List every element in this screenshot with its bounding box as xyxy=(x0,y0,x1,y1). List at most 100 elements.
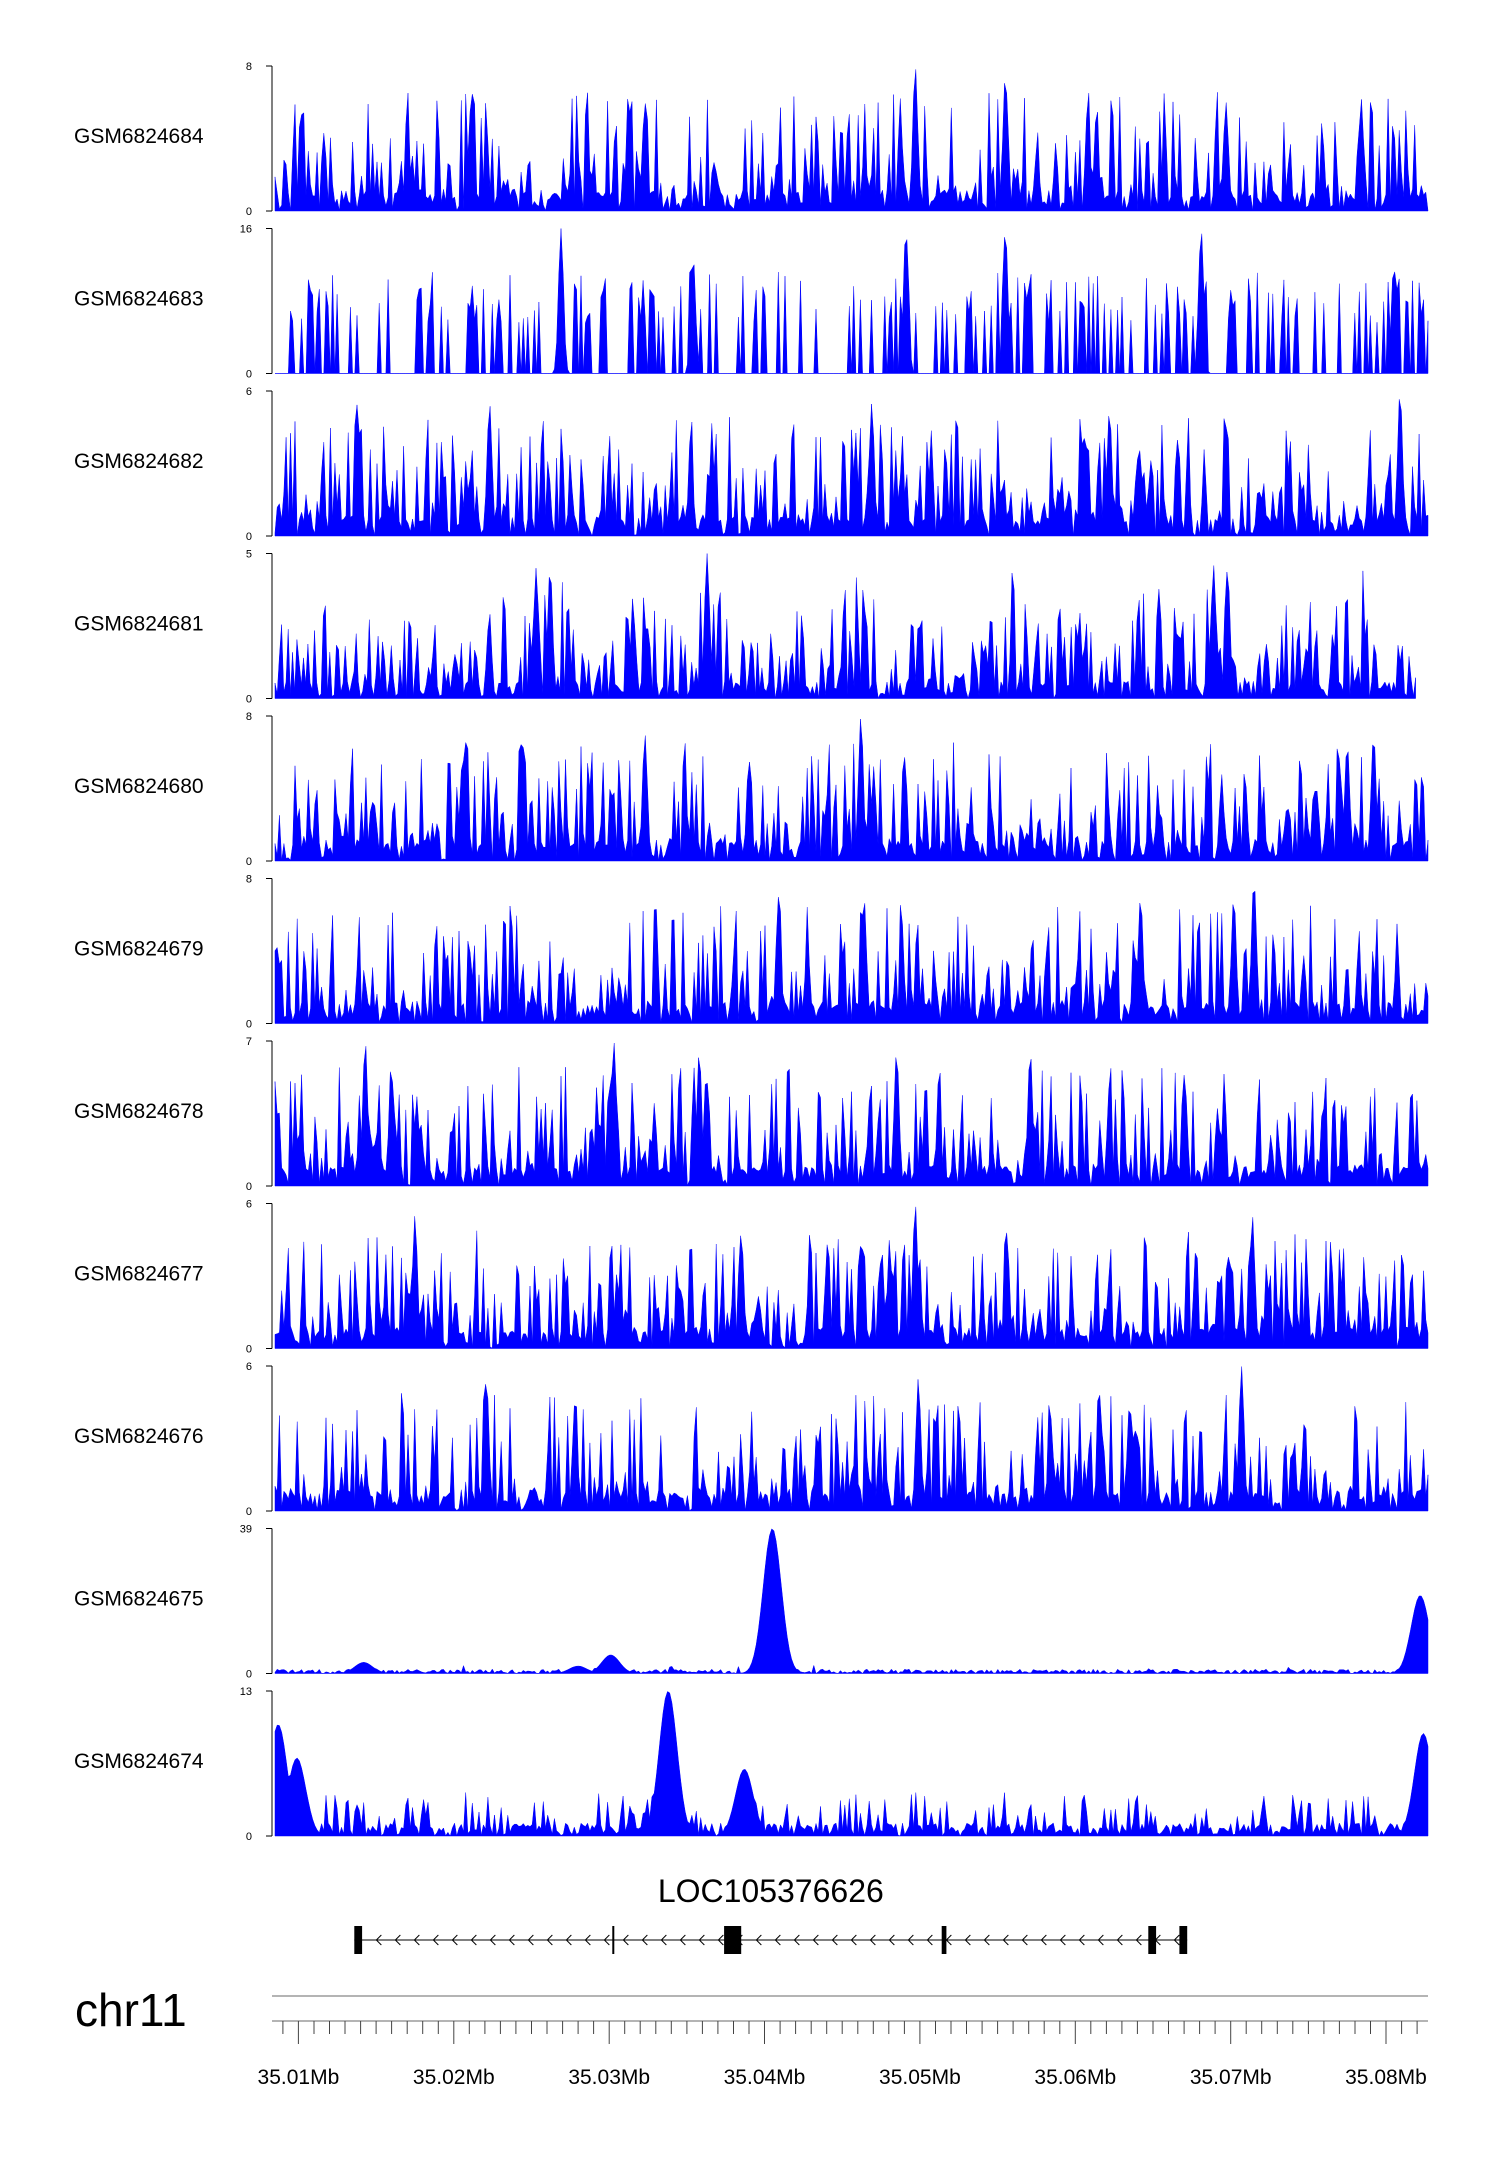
gene-exon xyxy=(354,1926,363,1954)
strand-arrow xyxy=(831,1934,838,1946)
track-GSM6824674: GSM6824674 13 0 xyxy=(74,1686,1429,1843)
track-label: GSM6824680 xyxy=(74,775,204,798)
gene-label: LOC105376626 xyxy=(658,1873,884,1909)
chromosome-label: chr11 xyxy=(75,1984,187,2036)
track-label: GSM6824678 xyxy=(74,1100,204,1123)
x-tick-label: 35.08Mb xyxy=(1345,2066,1427,2089)
strand-arrow xyxy=(793,1934,800,1946)
track-label: GSM6824677 xyxy=(74,1263,204,1286)
y-min-label: 0 xyxy=(246,694,252,706)
strand-arrow xyxy=(508,1934,515,1946)
strand-arrow xyxy=(1173,1934,1180,1946)
gene-exon xyxy=(941,1926,947,1954)
track-GSM6824684: GSM6824684 8 0 xyxy=(74,61,1429,218)
y-min-label: 0 xyxy=(246,1669,252,1681)
track-label: GSM6824683 xyxy=(74,288,204,311)
y-max-label: 39 xyxy=(240,1524,252,1536)
strand-arrow xyxy=(375,1934,382,1946)
y-min-label: 0 xyxy=(246,1019,252,1031)
strand-arrow xyxy=(1059,1934,1066,1946)
track-label: GSM6824681 xyxy=(74,613,204,636)
y-min-label: 0 xyxy=(246,1831,252,1843)
x-tick-label: 35.05Mb xyxy=(879,2066,961,2089)
y-max-label: 8 xyxy=(246,874,252,886)
gene-annotation-track: LOC105376626 xyxy=(354,1873,1188,1954)
strand-arrow xyxy=(603,1934,610,1946)
coverage-area xyxy=(274,69,1429,212)
strand-arrow xyxy=(489,1934,496,1946)
gene-exon xyxy=(1179,1926,1188,1954)
coverage-area xyxy=(274,1206,1429,1349)
strand-arrow xyxy=(1021,1934,1028,1946)
x-tick-label: 35.06Mb xyxy=(1034,2066,1116,2089)
y-min-label: 0 xyxy=(246,1181,252,1193)
coverage-tracks: GSM682468480GSM6824683160GSM682468260GSM… xyxy=(74,61,1429,1843)
strand-arrow xyxy=(1116,1934,1123,1946)
strand-arrow xyxy=(660,1934,667,1946)
strand-arrow xyxy=(983,1934,990,1946)
chromosome-axis: chr11 35.01Mb 35.02Mb 35.03Mb 35.04Mb 35.05M… xyxy=(75,1984,1428,2089)
track-GSM6824682: GSM6824682 6 0 xyxy=(74,386,1429,543)
strand-arrow xyxy=(432,1934,439,1946)
strand-arrow xyxy=(546,1934,553,1946)
y-max-label: 16 xyxy=(240,224,252,236)
x-tick-label: 35.01Mb xyxy=(258,2066,340,2089)
y-min-label: 0 xyxy=(246,1506,252,1518)
strand-arrow xyxy=(1078,1934,1085,1946)
strand-arrow xyxy=(1002,1934,1009,1946)
y-min-label: 0 xyxy=(246,206,252,218)
x-tick-label: 35.03Mb xyxy=(568,2066,650,2089)
track-label: GSM6824682 xyxy=(74,450,204,473)
track-GSM6824680: GSM6824680 8 0 xyxy=(74,711,1429,868)
strand-arrow xyxy=(717,1934,724,1946)
y-max-label: 6 xyxy=(246,1361,252,1373)
strand-arrow xyxy=(470,1934,477,1946)
strand-arrow xyxy=(679,1934,686,1946)
coverage-area xyxy=(274,718,1429,862)
track-GSM6824675: GSM6824675 39 0 xyxy=(74,1524,1429,1681)
track-label: GSM6824679 xyxy=(74,938,204,961)
track-label: GSM6824684 xyxy=(74,125,204,148)
strand-arrow xyxy=(755,1934,762,1946)
strand-arrow xyxy=(698,1934,705,1946)
y-max-label: 13 xyxy=(240,1686,252,1698)
y-min-label: 0 xyxy=(246,1344,252,1356)
y-max-label: 7 xyxy=(246,1036,252,1048)
y-max-label: 8 xyxy=(246,711,252,723)
strand-arrow xyxy=(907,1934,914,1946)
track-label: GSM6824676 xyxy=(74,1425,204,1448)
y-min-label: 0 xyxy=(246,531,252,543)
track-GSM6824681: GSM6824681 5 0 xyxy=(74,549,1416,706)
y-max-label: 5 xyxy=(246,549,252,561)
coverage-area xyxy=(274,1691,1429,1837)
strand-arrow xyxy=(869,1934,876,1946)
strand-arrow xyxy=(964,1934,971,1946)
coverage-area xyxy=(274,1042,1429,1187)
strand-arrow xyxy=(527,1934,534,1946)
y-max-label: 8 xyxy=(246,61,252,73)
track-GSM6824677: GSM6824677 6 0 xyxy=(74,1199,1429,1356)
strand-arrow xyxy=(413,1934,420,1946)
strand-arrow xyxy=(1135,1934,1142,1946)
x-tick-label: 35.07Mb xyxy=(1190,2066,1272,2089)
track-label: GSM6824675 xyxy=(74,1588,204,1611)
strand-arrow xyxy=(850,1934,857,1946)
track-label: GSM6824674 xyxy=(74,1750,204,1773)
axis-ticks: 35.01Mb 35.02Mb 35.03Mb 35.04Mb 35.05Mb 35.06… xyxy=(258,2021,1427,2089)
strand-arrow xyxy=(1097,1934,1104,1946)
x-tick-label: 35.04Mb xyxy=(724,2066,806,2089)
strand-arrow xyxy=(394,1934,401,1946)
y-min-label: 0 xyxy=(246,369,252,381)
track-GSM6824679: GSM6824679 8 0 xyxy=(74,874,1429,1031)
strand-arrow xyxy=(812,1934,819,1946)
coverage-area xyxy=(274,890,1429,1024)
coverage-area xyxy=(274,1366,1429,1512)
strand-arrow xyxy=(565,1934,572,1946)
strand-arrow xyxy=(641,1934,648,1946)
coverage-area xyxy=(275,228,1429,374)
coverage-area xyxy=(274,553,1416,700)
strand-arrow xyxy=(584,1934,591,1946)
track-GSM6824676: GSM6824676 6 0 xyxy=(74,1361,1429,1518)
gene-body xyxy=(354,1926,1188,1954)
